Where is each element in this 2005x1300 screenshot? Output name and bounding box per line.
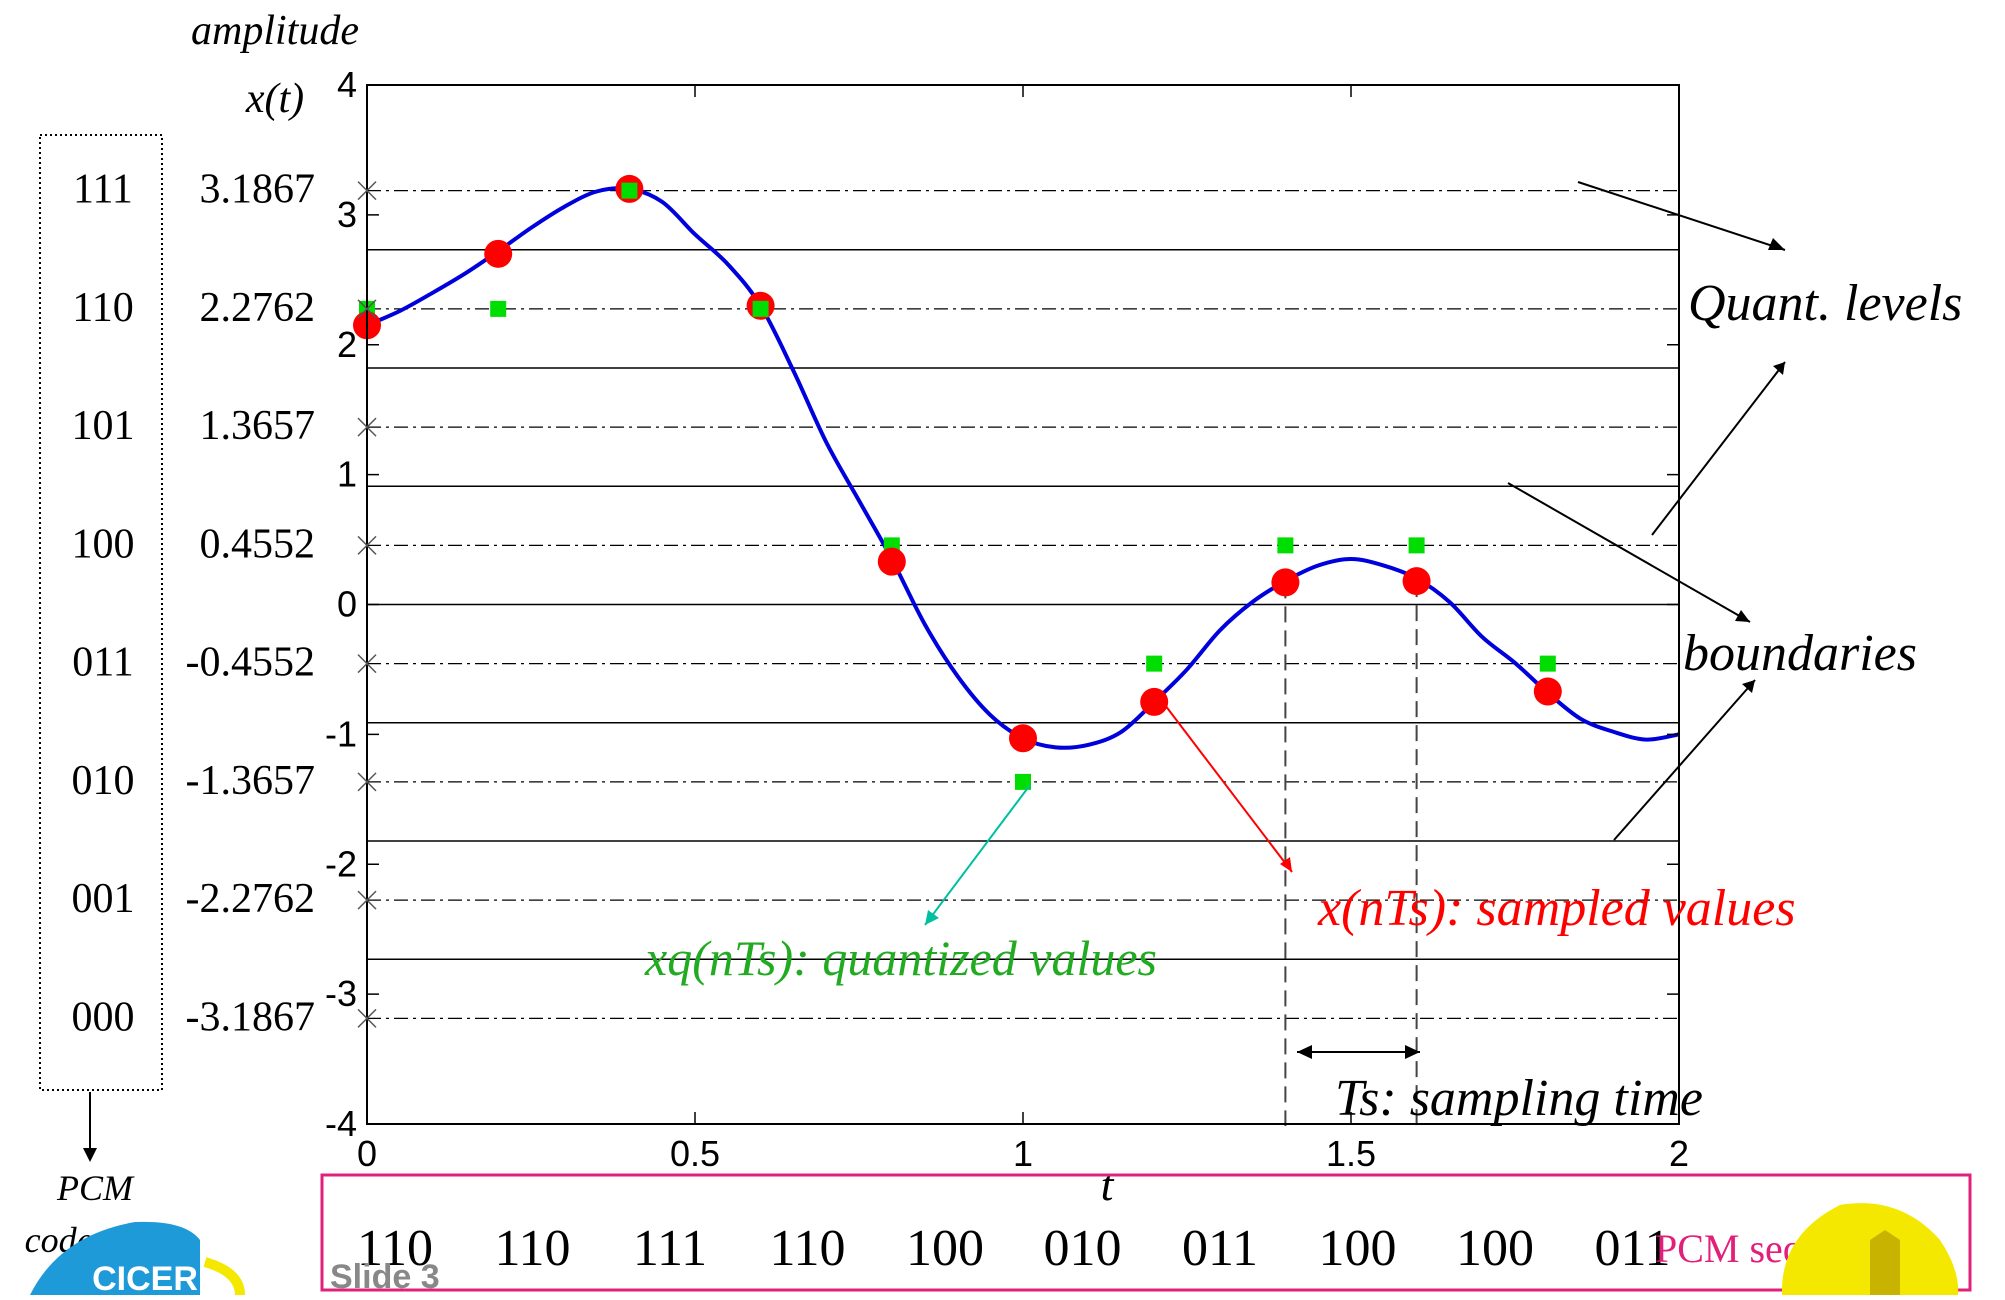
ts-label: Ts: sampling time [1335, 1070, 1703, 1127]
pcm-code: 100 [906, 1220, 984, 1277]
level-cross [357, 1008, 377, 1028]
cicer-logo: CICER [30, 1221, 245, 1298]
level-value: 2.2762 [200, 285, 316, 331]
codeword: 001 [72, 876, 135, 922]
level-cross [357, 772, 377, 792]
quantized-point [1015, 773, 1031, 790]
quantized-point [490, 300, 507, 317]
ts-annotation: Ts: sampling time [1297, 1045, 1703, 1127]
pcm-code: 011 [1182, 1220, 1258, 1277]
sampled-label: x(nTs): sampled values [1317, 880, 1796, 937]
quantized-label: xq(nTs): quantized values [644, 930, 1157, 986]
level-value: -3.1867 [186, 994, 316, 1040]
boundaries-label: boundaries [1683, 625, 1917, 682]
ui-seal-logo [1781, 1203, 1959, 1295]
codeword-arrow-head [83, 1148, 97, 1162]
level-value: 0.4552 [200, 521, 316, 567]
quant-level-lines [367, 189, 1679, 1020]
axis-ticks: 0 0.5 1 1.5 2 4 3 2 1 0 -1 -2 -3 -4 [325, 64, 1689, 1174]
y-tick-label: 1 [337, 454, 357, 495]
sampled-point [1402, 567, 1431, 596]
pcm-code: 110 [769, 1220, 845, 1277]
codeword-list: 111 110 101 100 011 010 001 000 [72, 167, 135, 1041]
quantized-point [1408, 537, 1425, 554]
x-tick-label: 0 [357, 1133, 377, 1174]
quantized-point-overlay [752, 300, 769, 317]
level-cross [357, 890, 377, 910]
codeword: 000 [72, 994, 135, 1040]
level-value: -2.2762 [186, 876, 316, 922]
x-tick-label: 1.5 [1326, 1133, 1376, 1174]
x-axis-label: t [1101, 1159, 1115, 1210]
pcm-code: 110 [357, 1220, 433, 1277]
boundary-lines [367, 249, 1679, 960]
level-cross [357, 417, 377, 437]
ts-dashed-lines [1284, 581, 1418, 1126]
logo-text: CICER [92, 1260, 198, 1295]
y-tick-label: 0 [337, 584, 357, 625]
sampled-point [1533, 677, 1562, 706]
pcm-code: 111 [633, 1220, 707, 1277]
level-cross [357, 181, 377, 201]
y-tick-label: -1 [325, 713, 357, 754]
x-tick-label: 1 [1013, 1133, 1033, 1174]
quantized-points-overlay [621, 182, 769, 317]
pcm-sequence: 110 110 111 110 100 010 011 100 100 011 [357, 1220, 1671, 1277]
codeword: 011 [72, 640, 133, 686]
sampled-point [877, 547, 906, 576]
y-tick-label: -3 [325, 973, 357, 1014]
quantized-point [1146, 655, 1163, 672]
sampled-points [353, 174, 1562, 753]
level-value: 1.3657 [200, 403, 316, 449]
pcm-code: 110 [494, 1220, 570, 1277]
y-tick-label: 3 [337, 194, 357, 235]
sampled-annotation: x(nTs): sampled values [1164, 704, 1796, 937]
y-tick-label: -2 [325, 843, 357, 884]
x-tick-label: 2 [1669, 1133, 1689, 1174]
quant-levels-annotation: Quant. levels [1577, 181, 1962, 536]
level-value: 3.1867 [200, 167, 316, 213]
quantized-annotation: xq(nTs): quantized values [644, 784, 1157, 986]
level-value: -0.4552 [186, 640, 316, 686]
level-cross [357, 299, 377, 319]
codeword: 101 [72, 403, 135, 449]
quantized-point-overlay [621, 182, 638, 199]
level-value: -1.3657 [186, 758, 316, 804]
y-axis-label: x(t) [245, 76, 304, 122]
boundaries-annotation: boundaries [1507, 482, 1917, 841]
sampled-point [1271, 568, 1300, 597]
level-cross [357, 654, 377, 674]
pcm-code: 100 [1456, 1220, 1534, 1277]
pcm-sequence-box [320, 1173, 1972, 1292]
pcm-code: 010 [1044, 1220, 1122, 1277]
quantized-point [1277, 537, 1294, 554]
level-cross-marks [357, 181, 377, 1028]
pcm-code: 100 [1319, 1220, 1397, 1277]
codeword: 100 [72, 521, 135, 567]
y-tick-label: 4 [337, 64, 357, 105]
sampled-point [1140, 687, 1169, 716]
level-cross [357, 535, 377, 555]
slide-number: Slide 3 [330, 1258, 440, 1295]
amplitude-label: amplitude [191, 8, 359, 54]
level-value-list: 3.1867 2.2762 1.3657 0.4552 -0.4552 -1.3657 -2… [186, 167, 316, 1041]
quant-levels-label: Quant. levels [1688, 275, 1962, 332]
sampled-point [484, 239, 513, 268]
y-tick-label: -4 [325, 1103, 357, 1144]
pcm-codeword-label-1: PCM [56, 1168, 135, 1208]
y-tick-label: 2 [337, 324, 357, 365]
pcm-code: 011 [1594, 1220, 1670, 1277]
codeword: 111 [73, 167, 133, 213]
quantized-point [1539, 655, 1556, 672]
codeword: 010 [72, 758, 135, 804]
codeword: 110 [72, 285, 133, 331]
codeword-box [39, 134, 163, 1091]
sampled-point [1009, 724, 1037, 753]
x-tick-label: 0.5 [670, 1133, 720, 1174]
